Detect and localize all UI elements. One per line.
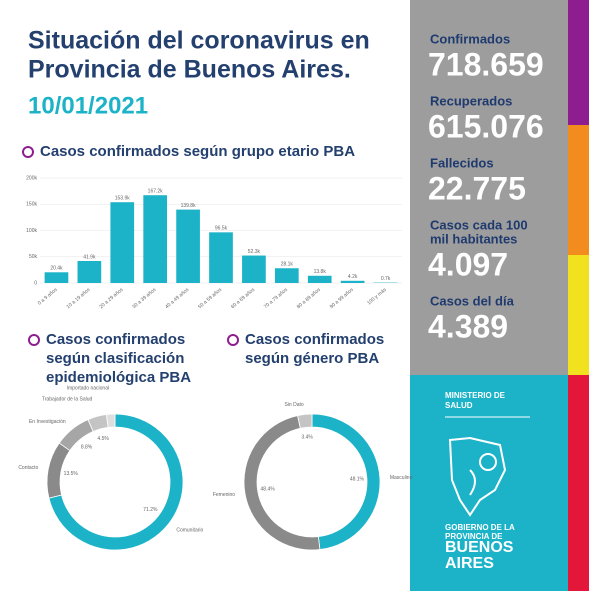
stat-label: Casos cada 100	[430, 217, 528, 232]
value-label: 48.4%	[261, 487, 276, 493]
value-label: 4.5%	[97, 436, 109, 442]
stats-panel	[410, 0, 568, 375]
bar	[110, 202, 135, 283]
value-label: 48.1%	[350, 477, 365, 483]
bar	[307, 275, 332, 283]
stripe	[568, 375, 589, 591]
y-tick-label: 200k	[26, 175, 37, 181]
x-tick-label: 100 y más	[366, 287, 388, 307]
x-tick-label: 40 a 49 años	[164, 287, 190, 311]
value-label: 0.7k	[381, 276, 391, 282]
value-label: 52.3k	[248, 249, 261, 255]
logo-emblem	[448, 436, 507, 517]
donut-slice	[106, 413, 116, 428]
bar	[340, 280, 365, 283]
date: 10/01/2021	[28, 92, 148, 119]
stat-value: 22.775	[428, 170, 526, 206]
bar	[176, 209, 200, 283]
stat-label: Recuperados	[430, 93, 512, 108]
logo-panel	[410, 375, 568, 591]
slice-name: Trabajador de la Salud	[42, 396, 93, 402]
value-label: 153.9k	[115, 196, 131, 202]
value-label: 13.8k	[314, 269, 327, 275]
logo-name: BUENOS	[445, 539, 514, 556]
value-label: 139.8k	[181, 203, 197, 209]
slice-name: Femenino	[213, 492, 235, 498]
slice-name: Masculino	[390, 475, 413, 481]
value-label: 28.1k	[281, 262, 294, 268]
donut-slice	[311, 413, 381, 550]
value-label: 3.4%	[301, 435, 313, 441]
title: Provincia de Buenos Aires.	[28, 56, 351, 84]
slice-name: Importado nacional	[67, 386, 110, 392]
value-label: 96.5k	[215, 226, 228, 232]
stat-label: mil habitantes	[430, 231, 517, 246]
x-tick-label: 30 a 39 años	[131, 287, 157, 311]
value-label: 4.2k	[348, 274, 358, 280]
stat-value: 615.076	[428, 108, 544, 144]
value-label: 8.8%	[81, 444, 93, 450]
value-label: 41.9k	[83, 254, 96, 260]
stripe	[568, 255, 589, 375]
y-tick-label: 100k	[26, 228, 37, 234]
y-tick-label: 0	[34, 280, 37, 286]
y-tick-label: 50k	[29, 254, 38, 260]
section-title: Casos confirmados según grupo etario PBA	[40, 143, 355, 160]
bar	[274, 268, 299, 283]
x-tick-label: 90 a 99 años	[329, 287, 355, 311]
section-title: según clasificación	[46, 350, 184, 367]
virus-icon	[227, 334, 239, 346]
stat-label: Fallecidos	[430, 155, 494, 170]
slice-name: Comunitario	[176, 528, 203, 534]
value-label: 167.2k	[148, 189, 164, 195]
slice-name: Contacto	[18, 465, 38, 471]
x-tick-label: 20 a 29 años	[98, 287, 124, 311]
virus-icon	[22, 146, 34, 158]
x-tick-label: 70 a 79 años	[263, 287, 289, 311]
donut-slice	[297, 413, 313, 429]
stat-value: 4.097	[428, 246, 508, 282]
logo-text: GOBIERNO DE LA	[445, 523, 515, 532]
logo-text: MINISTERIO DE	[445, 391, 506, 400]
x-tick-label: 50 a 59 años	[197, 287, 223, 311]
stripe	[568, 125, 589, 255]
section-title: Casos confirmados	[46, 331, 185, 348]
slice-name: Sin Dato	[284, 402, 303, 408]
bar	[143, 195, 168, 283]
bar	[44, 272, 69, 283]
logo-text: SALUD	[445, 401, 473, 410]
value-label: 20.4k	[50, 266, 63, 272]
bar	[242, 255, 266, 283]
stat-value: 718.659	[428, 46, 544, 82]
section-title: según género PBA	[245, 350, 379, 367]
y-tick-label: 150k	[26, 202, 37, 208]
value-label: 71.2%	[143, 507, 158, 513]
slice-name: En Investigación	[29, 419, 66, 425]
x-tick-label: 80 a 89 años	[296, 287, 322, 311]
value-label: 13.5%	[64, 471, 79, 477]
stat-label: Casos del día	[430, 293, 515, 308]
bar	[77, 261, 102, 283]
logo-name: AIRES	[445, 555, 494, 572]
section-title: Casos confirmados	[245, 331, 384, 348]
x-tick-label: 0 a 9 años	[37, 287, 59, 307]
stat-label: Confirmados	[430, 31, 510, 46]
section-title: epidemiológica PBA	[46, 369, 191, 386]
x-tick-label: 60 a 69 años	[230, 287, 256, 311]
donut-slice	[48, 413, 184, 551]
x-tick-label: 10 a 19 años	[65, 287, 91, 311]
virus-icon	[28, 334, 40, 346]
stripe	[568, 0, 589, 125]
logo-text: PROVINCIA DE	[445, 532, 503, 541]
title: Situación del coronavirus en	[28, 27, 370, 55]
stat-value: 4.389	[428, 308, 508, 344]
bar	[209, 232, 233, 283]
